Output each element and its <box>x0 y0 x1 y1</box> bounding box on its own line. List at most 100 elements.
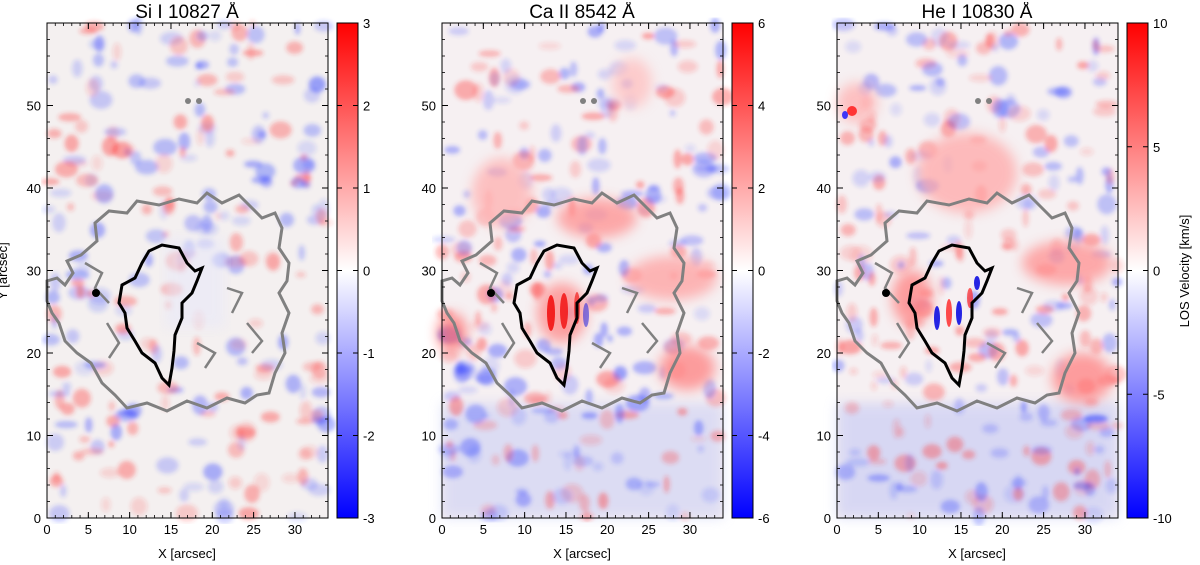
velocity-cell <box>1080 147 1094 156</box>
velocity-cell <box>576 135 588 156</box>
velocity-cell <box>108 401 115 411</box>
velocity-cell <box>196 73 218 87</box>
velocity-cell <box>293 156 316 174</box>
velocity-cell <box>904 372 924 386</box>
velocity-cell <box>598 492 609 510</box>
small-feature-marker <box>580 98 586 104</box>
velocity-cell <box>1097 194 1117 215</box>
colorbar-ticks: 6 4 2 0 -2 -4 -6 <box>732 16 770 526</box>
velocity-cell <box>184 215 202 232</box>
x-tick-label: 25 <box>641 522 655 537</box>
velocity-cell <box>1009 374 1018 387</box>
velocity-cell <box>514 349 537 369</box>
velocity-cell <box>311 386 331 398</box>
velocity-cell <box>67 203 75 211</box>
y-axis-label: Y [arcsec] <box>0 242 10 300</box>
velocity-cell <box>543 270 552 278</box>
y-tick-label: 0 <box>824 511 831 526</box>
velocity-cell <box>261 411 280 423</box>
velocity-cell <box>610 452 624 465</box>
velocity-cell <box>1006 94 1016 105</box>
velocity-cell <box>868 458 887 465</box>
y-tick-label: 40 <box>817 181 831 196</box>
umbra-contour <box>907 243 995 389</box>
velocity-cell <box>988 66 1008 86</box>
x-tick-label: 25 <box>1036 522 1050 537</box>
velocity-cell <box>1032 146 1050 158</box>
velocity-cell <box>229 43 239 55</box>
velocity-cell <box>1025 365 1044 377</box>
velocity-cell <box>1067 201 1079 211</box>
small-feature-marker <box>591 98 597 104</box>
velocity-cell <box>183 482 204 492</box>
velocity-cell <box>572 455 594 467</box>
velocity-cell <box>195 62 203 70</box>
velocity-cell <box>188 438 207 446</box>
velocity-cell <box>693 307 710 321</box>
velocity-cell <box>463 190 471 199</box>
velocity-cell <box>309 372 330 385</box>
velocity-cell <box>716 60 724 79</box>
velocity-cell <box>72 388 91 408</box>
pore-marker <box>92 289 100 297</box>
velocity-cell <box>557 411 568 420</box>
velocity-cell <box>868 171 886 183</box>
velocity-cell <box>690 435 707 442</box>
velocity-cell <box>840 245 862 261</box>
velocity-cell <box>1025 124 1047 144</box>
velocity-cell <box>1086 421 1111 431</box>
velocity-cell <box>503 444 514 462</box>
velocity-cell <box>991 308 1008 316</box>
velocity-cell <box>443 418 459 430</box>
velocity-cell <box>453 205 466 217</box>
velocity-cell <box>544 391 552 405</box>
velocity-cell <box>79 435 91 443</box>
velocity-cell <box>1037 188 1057 200</box>
velocity-cell <box>831 359 845 372</box>
velocity-cell <box>1067 176 1078 183</box>
velocity-cell <box>707 140 724 160</box>
velocity-cell <box>1082 507 1104 524</box>
velocity-cell <box>1093 445 1105 454</box>
velocity-map <box>41 15 336 524</box>
velocity-cell <box>179 147 186 158</box>
velocity-cell <box>444 146 461 154</box>
x-tick-label: 0 <box>438 522 445 537</box>
velocity-cell <box>962 450 976 460</box>
velocity-cell <box>432 236 456 243</box>
velocity-cell <box>614 403 625 424</box>
velocity-cell <box>925 359 932 373</box>
velocity-cell <box>477 130 488 140</box>
velocity-cell <box>75 120 88 133</box>
velocity-cell <box>677 407 688 416</box>
velocity-cell <box>990 448 1009 458</box>
velocity-cell <box>955 326 965 336</box>
velocity-cell <box>664 88 686 108</box>
velocity-cell <box>975 383 988 393</box>
velocity-cell <box>675 187 685 205</box>
velocity-cell <box>946 41 971 50</box>
velocity-cell <box>128 272 150 288</box>
velocity-cell <box>458 220 477 238</box>
velocity-cell <box>218 497 230 509</box>
velocity-cell <box>76 173 99 187</box>
velocity-cell <box>60 402 75 415</box>
velocity-cell <box>964 220 973 239</box>
velocity-cell <box>897 261 905 270</box>
x-axis-label: X [arcsec] <box>948 546 1006 561</box>
velocity-cell <box>583 509 592 523</box>
velocity-cell <box>592 177 600 196</box>
velocity-cell <box>295 271 306 278</box>
velocity-cell <box>118 409 137 417</box>
velocity-cell <box>487 504 509 522</box>
velocity-cell <box>225 71 245 83</box>
velocity-cell <box>998 32 1019 50</box>
x-tick-label: 30 <box>683 522 697 537</box>
contour-overlay <box>440 98 686 413</box>
x-tick-label: 5 <box>875 522 882 537</box>
velocity-cell <box>196 30 209 42</box>
velocity-cell <box>869 307 878 327</box>
velocity-cell <box>1085 441 1095 456</box>
x-tick-label: 20 <box>600 522 614 537</box>
x-tick-label: 20 <box>995 522 1009 537</box>
